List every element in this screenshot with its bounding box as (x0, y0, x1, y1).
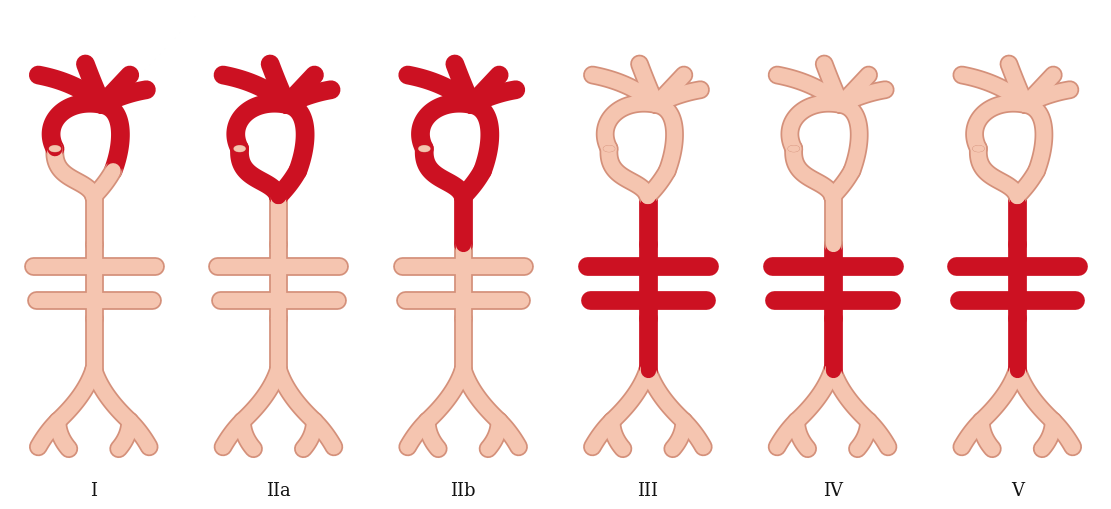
Text: IIb: IIb (450, 482, 476, 500)
Circle shape (419, 146, 430, 151)
Circle shape (973, 146, 983, 151)
Text: V: V (1011, 482, 1023, 500)
Text: IV: IV (822, 482, 842, 500)
Circle shape (234, 146, 244, 151)
Text: III: III (638, 482, 659, 500)
Circle shape (789, 146, 799, 151)
Circle shape (50, 146, 60, 151)
Circle shape (604, 146, 614, 151)
Text: IIa: IIa (266, 482, 291, 500)
Text: I: I (90, 482, 98, 500)
